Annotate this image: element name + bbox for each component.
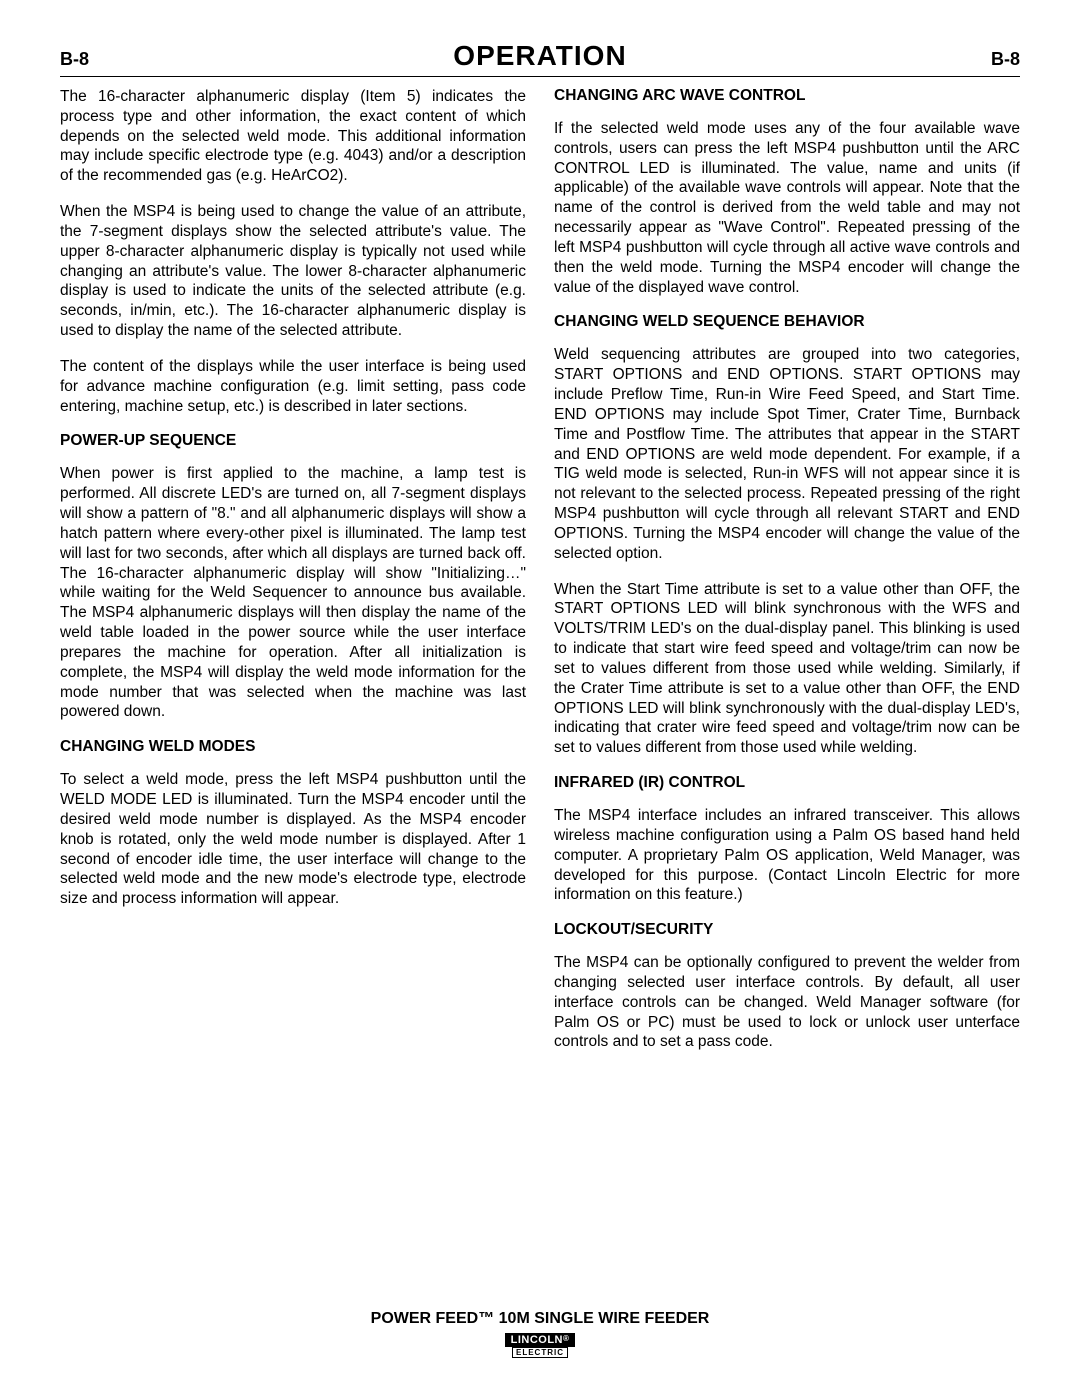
right-column: CHANGING ARC WAVE CONTROL If the selecte… [554,87,1020,1068]
logo-brand: LINCOLN [511,1334,563,1346]
header-row: B-8 OPERATION B-8 [60,40,1020,72]
section-heading-lockout: LOCKOUT/SECURITY [554,921,1020,939]
body-paragraph: When the MSP4 is being used to change th… [60,202,526,341]
logo-reg: ® [563,1334,569,1343]
section-heading-weldseq: CHANGING WELD SEQUENCE BEHAVIOR [554,313,1020,331]
section-heading-weldmodes: CHANGING WELD MODES [60,738,526,756]
body-paragraph: The MSP4 interface includes an infrared … [554,806,1020,905]
body-paragraph: If the selected weld mode uses any of th… [554,119,1020,297]
page-label-left: B-8 [60,49,89,70]
logo-top-text: LINCOLN® [505,1333,576,1347]
footer: POWER FEED™ 10M SINGLE WIRE FEEDER LINCO… [0,1310,1080,1360]
section-heading-ir: INFRARED (IR) CONTROL [554,774,1020,792]
footer-product-name: POWER FEED™ 10M SINGLE WIRE FEEDER [0,1310,1080,1328]
body-paragraph: The content of the displays while the us… [60,357,526,416]
page-label-right: B-8 [991,49,1020,70]
page-title: OPERATION [453,40,626,72]
body-paragraph: When power is first applied to the machi… [60,464,526,722]
lincoln-logo: LINCOLN® ELECTRIC [505,1330,576,1358]
left-column: The 16-character alphanumeric display (I… [60,87,526,1068]
body-paragraph: Weld sequencing attributes are grouped i… [554,345,1020,563]
content-columns: The 16-character alphanumeric display (I… [60,87,1020,1068]
body-paragraph: The MSP4 can be optionally configured to… [554,953,1020,1052]
body-paragraph: The 16-character alphanumeric display (I… [60,87,526,186]
logo-bottom-text: ELECTRIC [512,1347,568,1358]
body-paragraph: When the Start Time attribute is set to … [554,580,1020,758]
header-rule [60,76,1020,77]
section-heading-arcwave: CHANGING ARC WAVE CONTROL [554,87,1020,105]
section-heading-powerup: POWER-UP SEQUENCE [60,432,526,450]
body-paragraph: To select a weld mode, press the left MS… [60,770,526,909]
